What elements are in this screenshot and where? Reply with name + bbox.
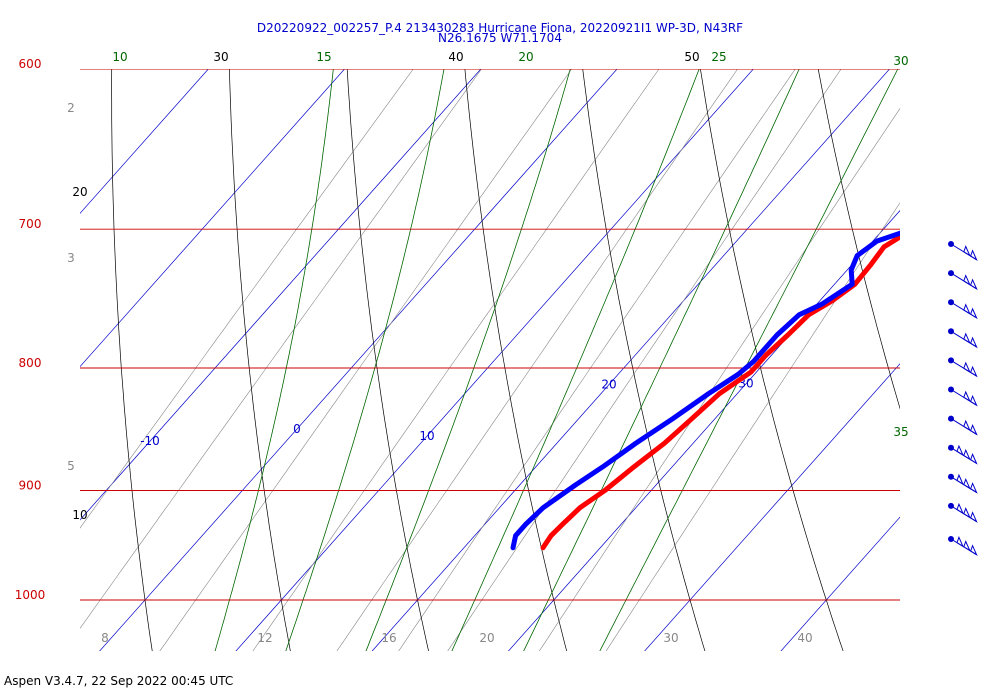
isotherm-line <box>371 69 891 651</box>
wind-barb-flag <box>963 303 971 315</box>
wind-barb-flag <box>963 477 971 490</box>
footer-version-timestamp: Aspen V3.4.7, 22 Sep 2022 00:45 UTC <box>4 674 234 688</box>
mixing-ratio-label: 2 <box>67 101 75 115</box>
wind-barb-flag <box>956 502 965 515</box>
mixing-ratio-label: 20 <box>479 631 494 645</box>
isotherm-label: 20 <box>601 378 616 392</box>
wind-barb-flag <box>969 453 978 465</box>
wind-barb-flag <box>969 544 978 556</box>
mixing-ratio-line <box>398 69 796 651</box>
dry-adiabat-line <box>921 0 1000 699</box>
wind-barb-flag <box>969 511 978 523</box>
dry-adiabat-line <box>582 69 706 651</box>
mixing-ratio-label: 30 <box>663 631 678 645</box>
mixing-ratio-label: 16 <box>381 631 396 645</box>
mixing-ratio-label: 3 <box>67 251 75 265</box>
wind-barb-flag <box>956 535 965 548</box>
moist-adiabat-line <box>285 69 445 651</box>
mixing-ratio-label: 8 <box>101 631 109 645</box>
chart-subtitle-location: N26.1675 W71.1704 <box>438 31 562 45</box>
wind-barb-flag <box>963 390 971 403</box>
pressure-tick-label: 700 <box>19 217 42 231</box>
wind-barb-flag <box>963 332 971 345</box>
mixing-ratio-line <box>159 69 573 651</box>
isotherm-line <box>80 69 346 368</box>
moist-adiabat-label: 30 <box>893 54 908 68</box>
pressure-tick-label: 900 <box>19 478 42 492</box>
wind-barb-flag <box>963 540 971 552</box>
mixing-ratio-line <box>336 69 738 651</box>
moist-adiabat-label: 35 <box>893 425 908 439</box>
temperature-profile-line <box>540 234 900 551</box>
chart-title: D20220922_002257_P.4 213430283 Hurricane… <box>256 21 744 35</box>
wind-barbs <box>948 241 978 556</box>
mixing-ratio-line <box>605 202 900 651</box>
moist-adiabat-line <box>451 69 700 651</box>
moist-adiabat-label: 10 <box>112 50 127 64</box>
dry-adiabat-line <box>229 69 291 651</box>
moist-adiabat-label: 25 <box>711 50 726 64</box>
dry-adiabat-label: 40 <box>448 50 463 64</box>
wind-barb-flag <box>956 473 965 486</box>
dewpoint-profile-line <box>510 230 900 551</box>
mixing-ratio-label: 12 <box>257 631 272 645</box>
dry-adiabat-line <box>700 69 844 651</box>
wind-barb-flag <box>963 507 971 519</box>
dry-adiabat-label: 30 <box>213 50 228 64</box>
wind-barb-flag <box>969 482 978 494</box>
mixing-ratio-label: 40 <box>797 631 812 645</box>
moist-adiabat-line <box>523 69 800 651</box>
isotherm-line <box>235 69 754 651</box>
wind-barb-flag <box>963 419 971 432</box>
mixing-ratio-line <box>252 69 660 651</box>
moist-adiabat-label: 15 <box>316 50 331 64</box>
mixing-ratio-line <box>538 108 900 651</box>
mixing-ratio-line <box>80 69 414 529</box>
mixing-ratio-line <box>80 69 482 629</box>
moist-adiabat-line <box>214 69 334 651</box>
dry-adiabat-label: 10 <box>72 508 87 522</box>
pressure-tick-label: 600 <box>19 57 42 71</box>
moist-adiabat-line <box>365 69 571 651</box>
isotherm-label: -10 <box>140 434 160 448</box>
pressure-tick-label: 1000 <box>15 588 46 602</box>
wind-barb-flag <box>969 336 978 349</box>
isotherm-line <box>80 69 482 521</box>
isotherm-line <box>780 516 900 651</box>
wind-barb-flag <box>969 278 978 291</box>
mixing-ratio-line <box>447 69 842 651</box>
dry-adiabat-label: 20 <box>72 185 87 199</box>
isotherm-label: 0 <box>293 422 301 436</box>
isotherm-label: 10 <box>419 429 434 443</box>
sounding-traces <box>510 230 900 551</box>
isotherm-line <box>874 0 1000 699</box>
wind-barb-flag <box>969 423 978 436</box>
wind-barb-flag <box>969 249 978 261</box>
wind-barb-flag <box>963 245 971 257</box>
dry-adiabat-label: 50 <box>684 50 699 64</box>
wind-barb-flag <box>969 394 978 407</box>
dry-adiabat-line <box>346 69 429 651</box>
dry-adiabat-line <box>111 69 153 651</box>
dry-adiabat-line <box>464 69 568 651</box>
wind-barb-flag <box>963 274 971 286</box>
isotherm-line <box>644 363 900 651</box>
mixing-ratio-label: 5 <box>67 459 75 473</box>
moist-adiabat-label: 20 <box>518 50 533 64</box>
wind-barb-flag <box>969 365 978 378</box>
wind-barb-flag <box>963 448 971 461</box>
isotherm-line <box>80 69 209 214</box>
isotherm-line <box>99 69 618 651</box>
dry-adiabat-line <box>817 69 900 410</box>
pressure-tick-label: 800 <box>19 356 42 370</box>
isotherm-line <box>507 210 900 651</box>
moist-adiabat-line <box>599 69 899 651</box>
wind-barb-flag <box>956 444 965 457</box>
wind-barb-flag <box>963 361 971 374</box>
wind-barb-flag <box>969 307 978 320</box>
